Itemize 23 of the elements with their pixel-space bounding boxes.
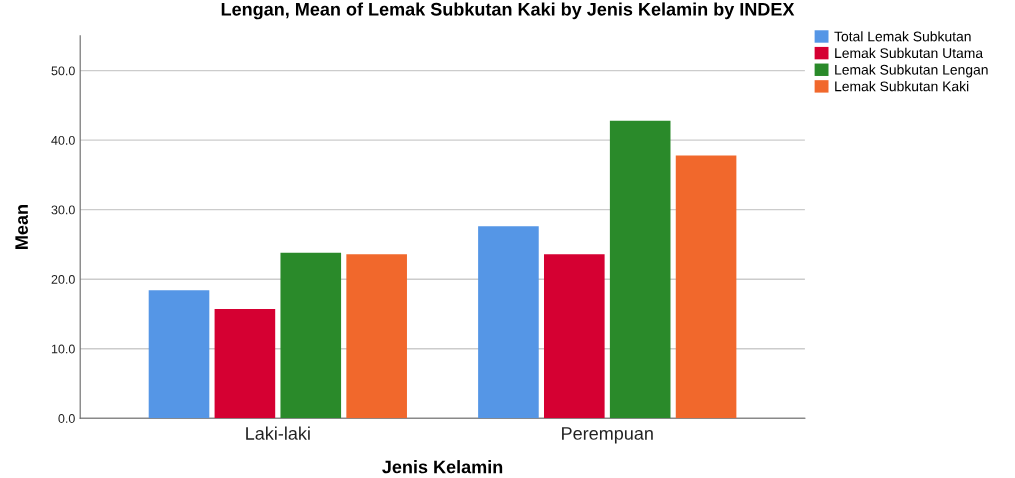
x-tick-label: Perempuan bbox=[562, 427, 653, 444]
y-tick-label: 40.0 bbox=[51, 135, 75, 145]
legend-label: Lemak Subkutan Lengan bbox=[835, 64, 988, 78]
bar bbox=[280, 252, 342, 419]
legend-label: Lemak Subkutan Kaki bbox=[835, 81, 969, 92]
legend-label: Total Lemak Subkutan bbox=[834, 31, 971, 42]
y-axis-title: Mean bbox=[15, 205, 28, 249]
y-tick-label: 50.0 bbox=[51, 66, 75, 76]
y-tick-label: 10.0 bbox=[51, 344, 75, 354]
bar bbox=[478, 226, 539, 419]
bar bbox=[675, 155, 737, 419]
bar bbox=[148, 290, 210, 419]
bar bbox=[214, 309, 276, 419]
legend-label: Lemak Subkutan Utama bbox=[835, 47, 984, 59]
x-axis-title: Jenis Kelamin bbox=[382, 460, 503, 474]
bar bbox=[544, 254, 605, 419]
chart-title: Lengan, Mean of Lemak Subkutan Kaki by Jenis Kelamin by INDEX bbox=[221, 2, 795, 20]
bar bbox=[346, 254, 407, 419]
x-tick-label: Laki-laki bbox=[246, 426, 310, 440]
y-tick-label: 30.0 bbox=[51, 205, 75, 215]
y-tick-label: 20.0 bbox=[51, 275, 75, 284]
y-tick-label: 0.0 bbox=[58, 414, 75, 423]
bar bbox=[609, 120, 671, 419]
